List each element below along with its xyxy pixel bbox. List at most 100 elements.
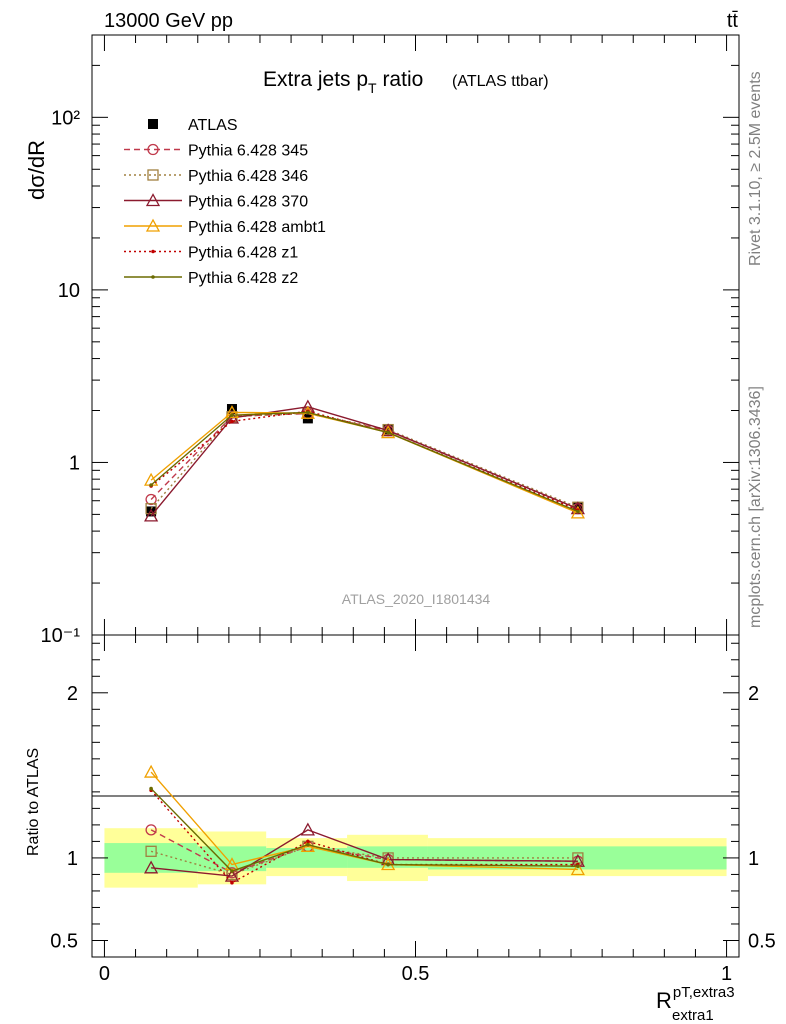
data-point (145, 845, 157, 857)
legend-item: ATLAS (148, 117, 238, 134)
ratio-y-tick-labels: 0.5 0.5 1 1 2 2 (50, 683, 776, 953)
main-y-tick-label: 10⁻¹ (41, 625, 81, 647)
legend-item: Pythia 6.428 345 (124, 143, 308, 160)
x-tick-label: 1 (721, 963, 732, 985)
legend-label: Pythia 6.428 z1 (188, 245, 298, 262)
chart-title-subscript: T (368, 80, 377, 96)
main-y-tick-label: 1 (69, 452, 80, 474)
data-point (144, 860, 159, 874)
data-point (146, 506, 157, 517)
main-y-axis-label-text: dσ/dR (24, 140, 49, 200)
chart-title: Extra jets pT ratio (263, 68, 423, 96)
main-y-tick-label: 10 (58, 280, 80, 302)
series-atlas (146, 404, 583, 517)
x-axis-label-superscript: pT,extra3 (673, 984, 735, 1001)
data-point (151, 275, 155, 279)
chart-title-tail: ratio (377, 68, 424, 91)
legend-label: ATLAS (188, 117, 238, 134)
data-point (576, 864, 580, 868)
data-point (147, 169, 159, 181)
x-tick-label: 0.5 (402, 963, 430, 985)
ratio-y-tick-label-right: 1 (748, 848, 759, 870)
data-point (151, 249, 155, 254)
data-point (145, 193, 161, 207)
ratio-series-6 (149, 786, 580, 873)
header-energy: 13000 GeV pp (104, 10, 233, 32)
x-axis-label-main: R (656, 988, 672, 1013)
data-point (149, 483, 153, 487)
legend-label: Pythia 6.428 z2 (188, 270, 298, 287)
header-process: tt̄ (727, 10, 739, 32)
data-point (386, 862, 390, 867)
data-point (226, 404, 237, 415)
data-point (145, 502, 157, 515)
rivet-version: Rivet 3.1.10, ≥ 2.5M events (747, 71, 764, 266)
main-series (144, 399, 585, 522)
ratio-y-tick-label-left: 1 (67, 848, 78, 870)
main-panel: 10⁻¹ 1 10 10² Extra jets pT ratio (ATLAS tt… (24, 34, 740, 647)
legend-label: Pythia 6.428 370 (188, 194, 308, 211)
main-y-tick-label: 10² (51, 107, 80, 129)
data-point (145, 493, 157, 506)
series-line (150, 412, 579, 510)
main-axis-ticks (92, 34, 739, 636)
chart-title-note: (ATLAS ttbar) (452, 73, 549, 90)
legend-label: Pythia 6.428 345 (188, 143, 308, 160)
x-axis-label-subscript: extra1 (672, 1007, 714, 1024)
data-point (386, 430, 390, 435)
series-pythia-6 (149, 410, 580, 514)
legend-label: Pythia 6.428 ambt1 (188, 219, 326, 236)
data-point (230, 880, 234, 885)
legend-item: Pythia 6.428 z1 (124, 245, 298, 262)
series-line (150, 411, 579, 514)
data-point (306, 839, 310, 844)
main-y-axis-label: dσ/dR (24, 140, 49, 200)
ratio-y-tick-label-left: 0.5 (50, 930, 78, 952)
legend-item: Pythia 6.428 ambt1 (124, 218, 326, 236)
ratio-x-tick-labels: 0 0.5 1 (99, 963, 732, 985)
data-point (570, 501, 585, 515)
ratio-series (144, 764, 585, 885)
data-point (145, 824, 157, 836)
ratio-panel: 0.5 0.5 1 1 2 2 0 0.5 1 Ratio to ATLAS RpT,extr… (25, 634, 776, 1024)
data-point (306, 410, 310, 415)
main-y-tick-labels: 10⁻¹ 1 10 10² (41, 107, 81, 647)
mcplots-reference: mcplots.cern.ch [arXiv:1306.3436] (747, 386, 764, 628)
ratio-axis-ticks (92, 635, 739, 958)
analysis-annotation: ATLAS_2020_I1801434 (342, 591, 491, 607)
data-point (381, 423, 396, 437)
data-point (570, 862, 585, 876)
ratio-y-axis-label: Ratio to ATLAS (25, 748, 42, 856)
data-point (300, 822, 315, 836)
legend-label: Pythia 6.428 346 (188, 168, 308, 185)
ratio-series-3 (144, 822, 585, 882)
data-point (145, 218, 161, 232)
series-pythia-3 (144, 399, 585, 522)
ratio-y-tick-label-right: 0.5 (748, 930, 776, 952)
ratio-band-green (104, 843, 198, 873)
series-line (150, 406, 579, 517)
ratio-y-tick-label-left: 2 (67, 683, 78, 705)
series-line (150, 412, 579, 510)
legend: ATLAS Pythia 6.428 345 Pythia 6.428 346 Pyt… (124, 117, 326, 287)
legend-item: Pythia 6.428 370 (124, 193, 308, 211)
data-point (147, 143, 159, 156)
chart-title-main: Extra jets p (263, 68, 368, 91)
legend-item: Pythia 6.428 346 (124, 168, 308, 185)
x-axis-label: RpT,extra3 (656, 984, 735, 1013)
data-point (230, 413, 234, 417)
data-point (144, 764, 159, 778)
ratio-frame (91, 634, 740, 958)
data-point (230, 869, 234, 873)
ratio-band-green (266, 848, 348, 868)
data-point (144, 508, 159, 522)
data-point (570, 505, 585, 519)
data-point (230, 419, 234, 424)
ratio-line (151, 829, 578, 877)
legend-item: Pythia 6.428 z2 (124, 270, 298, 287)
data-point (148, 119, 158, 129)
ratio-y-tick-label-right: 2 (748, 683, 759, 705)
data-point (149, 786, 153, 791)
data-point (576, 509, 580, 514)
